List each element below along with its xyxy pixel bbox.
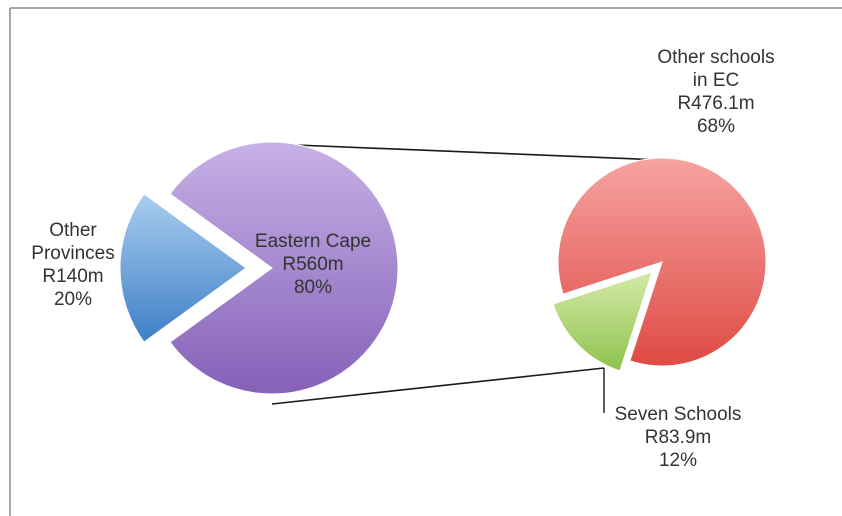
- label-eastern-cape-line: 80%: [294, 277, 332, 298]
- label-other-schools-in-ec-line: in EC: [693, 70, 739, 91]
- label-eastern-cape-line: Eastern Cape: [255, 231, 371, 252]
- slice-eastern-cape: [169, 141, 399, 395]
- label-other-provinces-line: R140m: [42, 266, 103, 287]
- pie-slices: [119, 141, 767, 395]
- label-other-provinces: Other Provinces R140m 20%: [31, 220, 114, 310]
- slice-labels: Eastern Cape R560m 80% Other Provinces R140m 2…: [31, 47, 774, 471]
- label-seven-schools: Seven Schools R83.9m 12%: [615, 404, 742, 471]
- label-other-provinces-line: Other: [49, 220, 97, 241]
- label-other-schools-in-ec-line: Other schools: [657, 47, 774, 68]
- slice-other-schools-in-ec: [557, 157, 767, 367]
- label-other-provinces-line: 20%: [54, 289, 92, 310]
- label-seven-schools-line: R83.9m: [645, 427, 712, 448]
- label-other-schools-in-ec-line: 68%: [697, 116, 735, 137]
- label-seven-schools-line: 12%: [659, 450, 697, 471]
- label-seven-schools-line: Seven Schools: [615, 404, 742, 425]
- connector-line-bottom: [271, 367, 605, 405]
- label-eastern-cape: Eastern Cape R560m 80%: [255, 231, 371, 298]
- label-other-schools-in-ec: Other schools in EC R476.1m 68%: [657, 47, 774, 137]
- slice-seven-schools: [552, 271, 653, 372]
- label-other-provinces-line: Provinces: [31, 243, 114, 264]
- connector-line-top: [271, 143, 663, 161]
- connector-lines: [271, 143, 663, 413]
- slice-other-provinces: [119, 193, 247, 343]
- label-eastern-cape-line: R560m: [282, 254, 343, 275]
- label-other-schools-in-ec-line: R476.1m: [677, 93, 754, 114]
